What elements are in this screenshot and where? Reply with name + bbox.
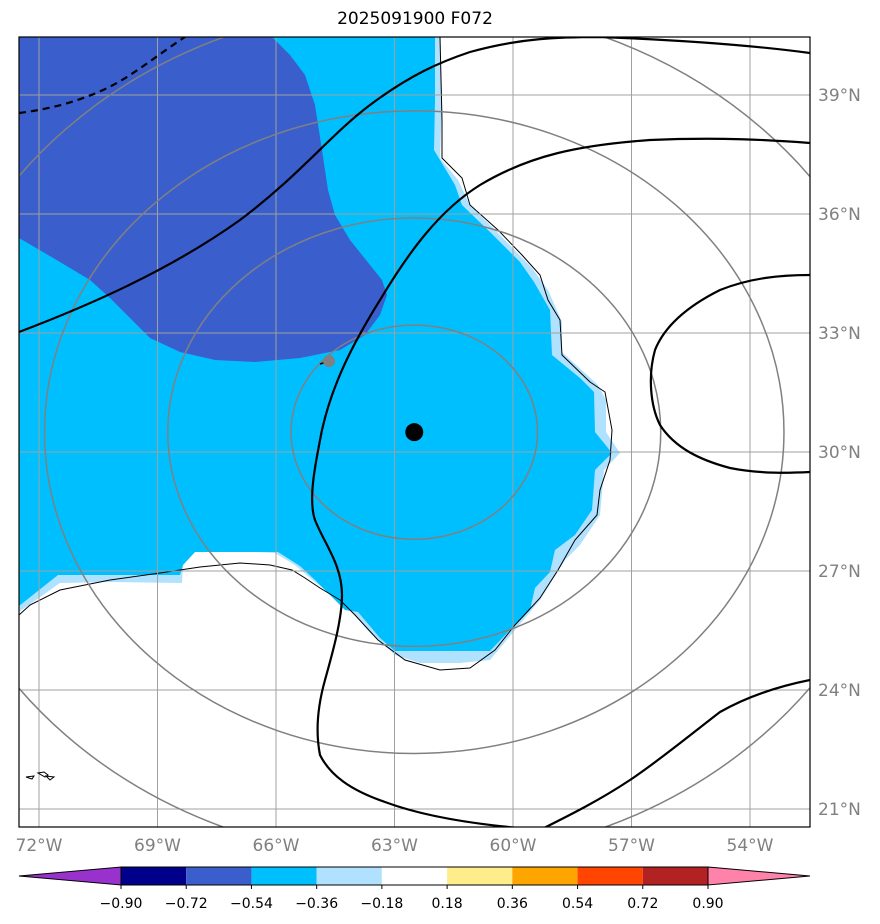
colorbar-swatch — [381, 867, 448, 885]
colorbar-label: −0.54 — [230, 896, 273, 912]
colorbar-swatch — [642, 867, 708, 885]
colorbar-label: −0.18 — [360, 896, 403, 912]
latitude-label: 30°N — [818, 443, 861, 463]
range-ring — [167, 217, 662, 648]
latitude-label: 24°N — [818, 681, 861, 701]
range-ring — [43, 110, 785, 755]
colorbar — [18, 866, 811, 886]
range-ring — [290, 324, 539, 541]
contour-center — [311, 137, 810, 827]
storm-center-marker — [405, 423, 424, 442]
colorbar-label: −0.36 — [295, 896, 338, 912]
map-panel — [19, 37, 810, 827]
colorbar-swatch — [251, 867, 317, 885]
range-rings — [19, 37, 810, 827]
thin-outline — [19, 37, 613, 671]
island-marks — [25, 771, 56, 781]
contour-lines — [19, 37, 810, 827]
contour-dashed — [19, 37, 186, 115]
map-title: 2025091900 F072 — [337, 9, 493, 29]
colorbar-label: 0.90 — [692, 896, 723, 912]
colorbar-label: 0.54 — [562, 896, 593, 912]
colorbar-frame — [120, 866, 709, 886]
latitude-label: 27°N — [818, 562, 861, 582]
colorbar-swatch — [316, 867, 382, 885]
longitude-label: 60°W — [490, 836, 537, 856]
colorbar-label: −0.90 — [100, 896, 143, 912]
colorbar-swatch — [447, 867, 513, 885]
longitude-label: 66°W — [253, 836, 300, 856]
longitude-label: 72°W — [16, 836, 63, 856]
longitude-labels: 72°W 69°W 66°W 63°W 60°W 57°W 54°W — [16, 836, 774, 856]
latitude-label: 21°N — [818, 800, 861, 820]
colorbar-swatch — [186, 867, 252, 885]
colorbar-swatch — [577, 867, 643, 885]
contour-northwest — [19, 37, 810, 334]
colorbar-label: 0.72 — [627, 896, 658, 912]
colorbar-labels: −0.90 −0.72 −0.54 −0.36 −0.18 0.18 0.36 0.54 0.7… — [100, 885, 724, 912]
colorbar-extend-low — [18, 866, 122, 886]
latitude-labels: 21°N 24°N 27°N 30°N 33°N 36°N 39°N — [818, 86, 861, 820]
longitude-label: 54°W — [727, 836, 774, 856]
fill-region-dark — [19, 37, 387, 362]
contour-southeast — [543, 678, 810, 827]
longitude-label: 69°W — [134, 836, 181, 856]
track-marker — [319, 355, 335, 367]
contour-east-ring — [649, 273, 810, 474]
latitude-label: 39°N — [818, 86, 861, 106]
colorbar-label: 0.36 — [497, 896, 528, 912]
colorbar-extend-high — [707, 866, 811, 886]
colorbar-swatch — [512, 867, 578, 885]
map-frame — [18, 36, 811, 828]
latitude-label: 33°N — [818, 324, 861, 344]
colorbar-swatch — [121, 867, 187, 885]
longitude-label: 63°W — [371, 836, 418, 856]
latitude-label: 36°N — [818, 205, 861, 225]
colorbar-label: 0.18 — [432, 896, 463, 912]
longitude-label: 57°W — [608, 836, 655, 856]
colorbar-label: −0.72 — [165, 896, 208, 912]
